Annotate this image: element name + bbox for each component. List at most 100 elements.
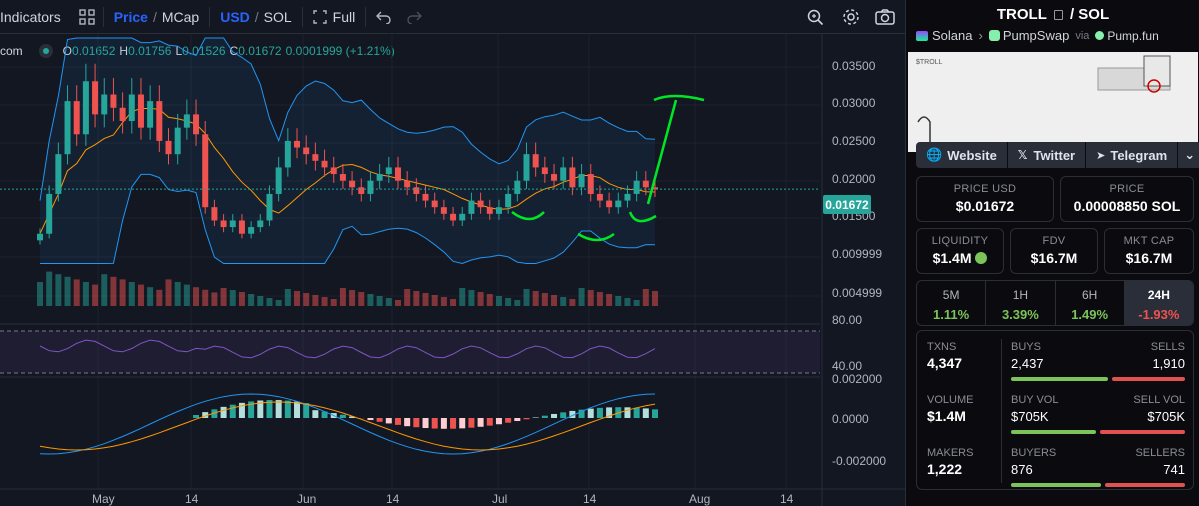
visibility-icon[interactable] [38, 44, 53, 58]
tab-1h[interactable]: 1H 3.39% [986, 281, 1056, 325]
buyvol-label: BUY VOL [1011, 394, 1059, 406]
buys-bar-fill [1011, 377, 1109, 381]
price-chart-canvas[interactable] [0, 34, 905, 506]
macd-histogram-bar [486, 418, 493, 426]
tab-5m-label: 5M [942, 288, 960, 302]
volume-bar [101, 274, 108, 306]
chevron-down-icon: ⌄ [1184, 147, 1196, 162]
chain-name[interactable]: Solana [932, 28, 973, 43]
macd-histogram-bar [505, 418, 512, 423]
low-label: L [175, 44, 182, 58]
open-value: 0.01652 [72, 44, 115, 58]
currency-toggle[interactable]: USD / SOL [210, 0, 301, 34]
macd-histogram-bar [633, 407, 640, 418]
copy-icon[interactable] [1053, 10, 1063, 20]
grid-icon [79, 8, 95, 25]
liquidity-value: $1.4M [932, 250, 972, 266]
macd-histogram-bar [248, 401, 255, 418]
volume-bar [156, 289, 163, 306]
buyers-label: BUYERS [1011, 447, 1057, 459]
macd-histogram-bar [257, 400, 264, 418]
telegram-link[interactable]: ➤ Telegram [1086, 142, 1179, 168]
makers-label: MAKERS [927, 447, 974, 459]
mcap-option[interactable]: MCap [161, 8, 200, 25]
price-usd-label: PRICE USD [953, 183, 1017, 195]
macd-histogram-bar [367, 418, 374, 421]
date-axis-tick: 14 [185, 492, 199, 506]
volume-bar [312, 295, 319, 306]
usd-option[interactable]: USD [220, 8, 250, 25]
tab-1h-label: 1H [1012, 288, 1029, 302]
price-option[interactable]: Price [113, 8, 148, 25]
indicators-button[interactable]: Indicators [0, 0, 71, 34]
candle-body [101, 94, 108, 115]
sol-option[interactable]: SOL [263, 8, 292, 25]
volume-value: $1.4M [927, 408, 966, 424]
macd-histogram-bar [284, 400, 291, 418]
chart-panel[interactable]: Indicators Price / MCap USD / SOL Full [0, 0, 905, 506]
macd-histogram-bar [578, 409, 585, 418]
tab-24h-value: -1.93% [1138, 307, 1180, 322]
bollinger-upper-line [39, 37, 656, 201]
candle-body [266, 193, 273, 221]
macd-histogram-bar [495, 418, 502, 425]
price-axis-tick: 0.004999 [832, 286, 883, 300]
volume-bar [64, 276, 71, 306]
makers-value: 1,222 [927, 461, 963, 477]
makers-stat: MAKERS 1,222 [927, 447, 973, 477]
price-axis-tick: 0.03000 [832, 96, 876, 110]
quote-symbol: SOL [1078, 6, 1110, 23]
macd-histogram-bar [596, 407, 603, 418]
annotation-curve-right [628, 211, 657, 223]
volume-bar [238, 292, 245, 306]
undo-icon [376, 11, 391, 24]
redo-button[interactable] [402, 0, 432, 34]
volume-bar [82, 282, 89, 306]
globe-icon: 🌐 [926, 147, 943, 162]
volume-bar [633, 300, 640, 306]
tab-5m-value: 1.11% [933, 307, 970, 322]
tab-6h[interactable]: 6H 1.49% [1056, 281, 1125, 325]
macd-axis-tick: -0.002000 [832, 454, 887, 468]
tab-24h[interactable]: 24H -1.93% [1124, 281, 1193, 325]
volume-bar [642, 289, 649, 306]
liquidity-label: LIQUIDITY [931, 235, 989, 247]
trading-stats: TXNS 4,347 BUYS SELLS 2,437 1,910 VOLUME $… [916, 330, 1194, 490]
date-axis-tick: May [92, 492, 115, 506]
volume-bar [211, 292, 218, 306]
settings-button[interactable] [836, 0, 866, 34]
sellvol-label: SELL VOL [1133, 394, 1185, 406]
candle-body [477, 200, 484, 208]
volume-bar [37, 282, 43, 306]
layout-grid-button[interactable] [71, 0, 103, 34]
twitter-link[interactable]: 𝕏 Twitter [1007, 142, 1087, 168]
candle-body [505, 193, 512, 208]
price-sol-card: PRICE 0.00008850 SOL [1060, 176, 1194, 222]
candle-body [486, 207, 493, 214]
tab-6h-value: 1.49% [1071, 307, 1109, 322]
candle-body [92, 81, 99, 115]
more-links-button[interactable]: ⌄ [1178, 142, 1199, 168]
quick-search-button[interactable] [800, 0, 830, 34]
fullscreen-button[interactable]: Full [303, 0, 366, 34]
price-mcap-toggle[interactable]: Price / MCap [104, 0, 210, 34]
website-link[interactable]: 🌐 Website [916, 142, 1008, 168]
annotation-curve-mid [577, 232, 615, 242]
candle-body [587, 174, 594, 194]
lock-icon[interactable] [975, 252, 988, 264]
tab-5m[interactable]: 5M 1.11% [917, 281, 987, 325]
buyers-sellers-stat: BUYERS SELLERS 876 741 [1011, 447, 1185, 487]
macd-histogram-bar [321, 411, 328, 418]
slash-separator: / [254, 8, 259, 25]
macd-histogram-bar [202, 412, 209, 418]
dex-name[interactable]: PumpSwap [1002, 28, 1070, 43]
volume-bar [1011, 430, 1185, 434]
liquidity-card: LIQUIDITY $1.4M [916, 228, 1004, 274]
screenshot-button[interactable] [870, 0, 900, 34]
launchpad-name[interactable]: Pump.fun [1107, 28, 1159, 43]
candle-body [652, 187, 658, 190]
undo-button[interactable] [366, 0, 402, 34]
candle-body [165, 140, 172, 155]
high-value: 0.01756 [128, 44, 171, 58]
buys-sells-bar [1011, 377, 1185, 381]
